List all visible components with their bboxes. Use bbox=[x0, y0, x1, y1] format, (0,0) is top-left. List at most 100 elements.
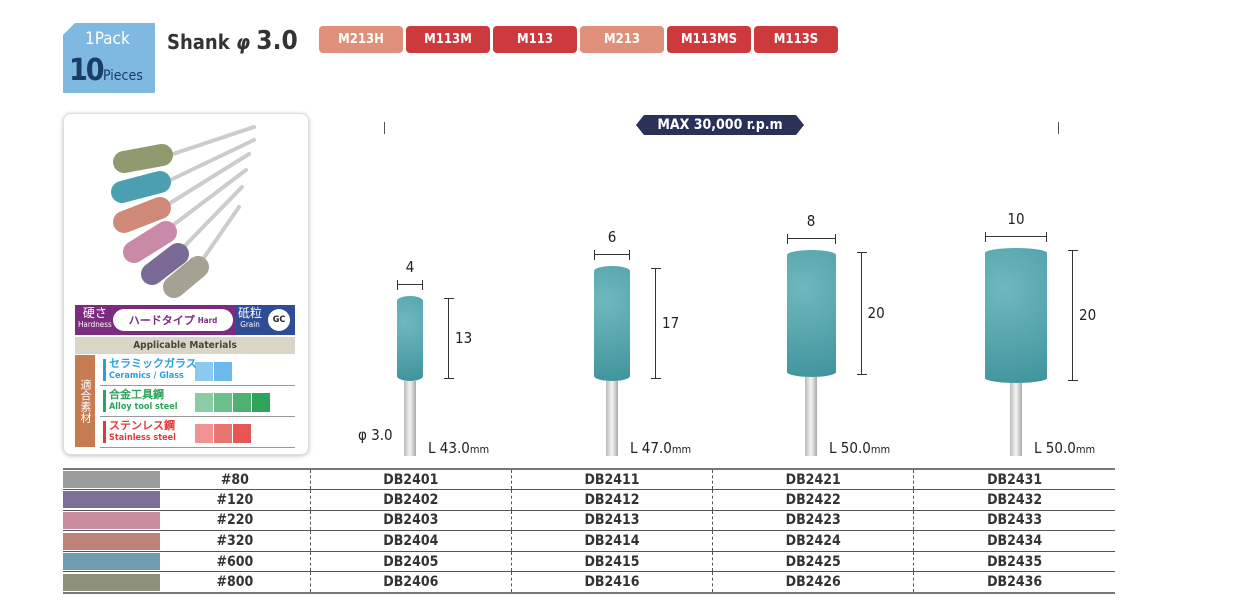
color-swatch bbox=[63, 573, 160, 591]
product-code: DB2424 bbox=[712, 530, 914, 552]
tool-shank bbox=[606, 381, 618, 456]
tool-head bbox=[985, 248, 1047, 383]
product-code: DB2421 bbox=[712, 468, 914, 490]
model-tag: M213H bbox=[319, 26, 403, 53]
suitability-block bbox=[195, 362, 213, 381]
pack-label: 1Pack bbox=[85, 29, 130, 49]
material-en: Ceramics / Glass bbox=[109, 371, 184, 381]
product-code: DB2401 bbox=[309, 468, 512, 490]
head-length-dimension-line bbox=[651, 268, 663, 379]
grit-cell: #600 bbox=[160, 550, 311, 572]
materials-side-label: 適合素材 bbox=[75, 355, 95, 447]
product-code: DB2404 bbox=[309, 530, 512, 552]
color-swatch bbox=[63, 491, 160, 509]
material-jp: ステンレス鋼 bbox=[109, 419, 175, 432]
pack-count: 10 bbox=[69, 53, 105, 88]
applicable-materials-header: Applicable Materials bbox=[75, 337, 295, 354]
product-code: DB2436 bbox=[913, 571, 1115, 594]
shank-value: 3.0 bbox=[256, 26, 298, 56]
shank-size: Shank φ 3.0 bbox=[167, 26, 298, 56]
material-row: ステンレス鋼 Stainless steel bbox=[100, 418, 295, 448]
unit: mm bbox=[671, 443, 692, 456]
hardness-jp: 硬さ bbox=[82, 306, 107, 320]
product-code: DB2412 bbox=[510, 489, 713, 511]
grit-cell: #120 bbox=[160, 489, 311, 511]
range-tick bbox=[384, 122, 385, 134]
suitability-block bbox=[214, 362, 232, 381]
model-tag: M113S bbox=[754, 26, 838, 53]
total-length-label: L 50.0mm bbox=[1034, 439, 1095, 457]
suitability-block bbox=[195, 424, 213, 443]
diameter-label: 8 bbox=[806, 212, 816, 230]
table-row: #120 DB2402 DB2412 DB2422 DB2432 bbox=[63, 489, 1115, 511]
total-length-label: L 43.0mm bbox=[428, 439, 489, 457]
product-code: DB2406 bbox=[309, 571, 512, 594]
product-photo bbox=[111, 125, 256, 298]
hardness-grain-bar: 硬さ Hardness ハードタイプ Hard 砥粒 Grain GC bbox=[75, 305, 295, 335]
suitability-block bbox=[214, 424, 232, 443]
tool-head bbox=[594, 266, 630, 381]
tool-shank bbox=[404, 381, 416, 456]
pack-badge: 1Pack 10 Pieces bbox=[63, 23, 155, 93]
diameter-label: 10 bbox=[1007, 210, 1025, 228]
product-code: DB2416 bbox=[510, 571, 713, 594]
product-code: DB2433 bbox=[913, 509, 1115, 531]
shank-diameter-label: φ 3.0 bbox=[358, 426, 393, 444]
grit-cell: #220 bbox=[160, 509, 311, 531]
total-length-value: L 50.0 bbox=[1034, 439, 1076, 457]
table-row: #320 DB2404 DB2414 DB2424 DB2434 bbox=[63, 530, 1115, 552]
total-length-label: L 47.0mm bbox=[630, 439, 691, 457]
material-en: Stainless steel bbox=[109, 433, 176, 443]
pack-unit: Pieces bbox=[103, 68, 143, 84]
product-code: DB2413 bbox=[510, 509, 713, 531]
color-swatch-cell bbox=[63, 489, 161, 511]
head-length-label: 13 bbox=[455, 328, 473, 347]
diameter-dimension-line bbox=[786, 234, 836, 244]
tool-shank bbox=[805, 377, 817, 456]
table-row: #800 DB2406 DB2416 DB2426 DB2436 bbox=[63, 571, 1115, 594]
head-length-dimension-line bbox=[1068, 250, 1080, 381]
color-swatch-cell bbox=[63, 571, 161, 594]
model-tag: M113MS bbox=[667, 26, 751, 53]
material-row: 合金工具鋼 Alloy tool steel bbox=[100, 387, 295, 417]
total-length-label: L 50.0mm bbox=[829, 439, 890, 457]
product-code: DB2411 bbox=[510, 468, 713, 490]
head-length-label: 17 bbox=[662, 313, 680, 332]
unit: mm bbox=[870, 443, 891, 456]
shank-label: Shank bbox=[167, 30, 230, 54]
color-swatch-cell bbox=[63, 550, 161, 572]
diameter-label: 6 bbox=[607, 228, 617, 246]
total-length-value: L 50.0 bbox=[829, 439, 871, 457]
product-code: DB2405 bbox=[309, 550, 512, 572]
color-swatch-cell bbox=[63, 468, 161, 490]
product-code: DB2431 bbox=[913, 468, 1115, 490]
product-code: DB2414 bbox=[510, 530, 713, 552]
color-swatch-cell bbox=[63, 530, 161, 552]
range-tick bbox=[1058, 122, 1059, 134]
table-row: #600 DB2405 DB2415 DB2425 DB2435 bbox=[63, 550, 1115, 572]
product-code: DB2403 bbox=[309, 509, 512, 531]
diameter-label: 4 bbox=[405, 258, 415, 276]
model-tag: M113M bbox=[406, 26, 490, 53]
head-length-label: 20 bbox=[867, 303, 885, 322]
material-row: セラミックガラス Ceramics / Glass bbox=[100, 356, 295, 386]
total-length-value: L 43.0 bbox=[428, 439, 470, 457]
model-tag: M113 bbox=[493, 26, 577, 53]
color-swatch-cell bbox=[63, 509, 161, 531]
hardness-value-en: Hard bbox=[197, 315, 218, 325]
unit: mm bbox=[469, 443, 490, 456]
head-length-dimension-line bbox=[444, 298, 456, 379]
suitability-block bbox=[233, 393, 251, 412]
table-row: #220 DB2403 DB2413 DB2423 DB2433 bbox=[63, 509, 1115, 531]
diameter-dimension-line bbox=[985, 232, 1047, 242]
product-code: DB2432 bbox=[913, 489, 1115, 511]
grit-cell: #800 bbox=[160, 571, 311, 594]
suitability-block bbox=[195, 393, 213, 412]
tool-head bbox=[786, 250, 836, 377]
color-swatch bbox=[63, 471, 160, 489]
tool-head bbox=[397, 296, 423, 381]
diameter-symbol: φ bbox=[235, 30, 251, 54]
diameter-dimension-line bbox=[594, 250, 630, 260]
color-swatch bbox=[63, 511, 160, 529]
table-row: #80 DB2401 DB2411 DB2421 DB2431 bbox=[63, 468, 1115, 490]
